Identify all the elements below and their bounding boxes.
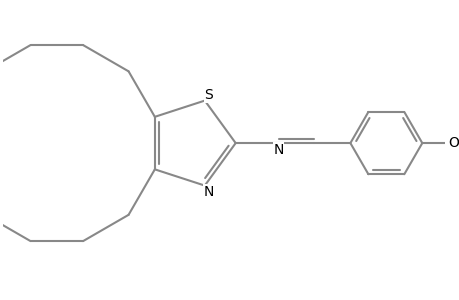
- Text: N: N: [203, 185, 213, 199]
- Text: S: S: [204, 88, 213, 102]
- Text: N: N: [273, 143, 283, 157]
- Text: O: O: [447, 136, 458, 150]
